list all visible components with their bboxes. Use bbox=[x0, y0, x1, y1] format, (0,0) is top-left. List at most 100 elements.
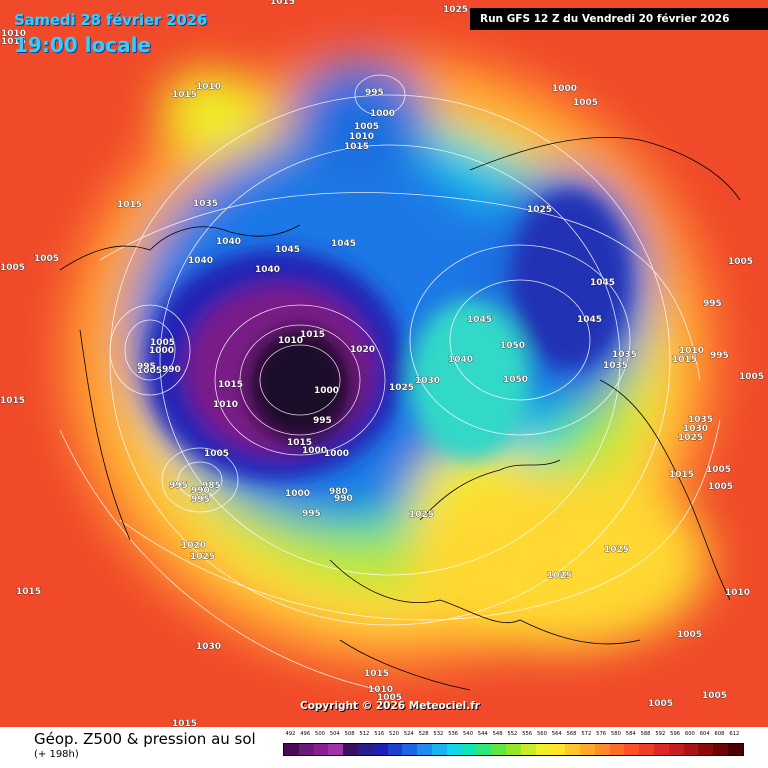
legend-swatch bbox=[609, 744, 625, 755]
legend-labels: 492 496 500 504 508 512 516 520 524 528 532 536 540 5… bbox=[283, 731, 744, 741]
isobar-label: 1015 bbox=[117, 200, 142, 210]
legend-swatch bbox=[535, 744, 551, 755]
isobar-label: 1000 bbox=[324, 449, 349, 459]
legend-swatch bbox=[594, 744, 610, 755]
footer: Géop. Z500 & pression au sol (+ 198h) 49… bbox=[0, 727, 768, 768]
isobar-label: 995 bbox=[710, 351, 729, 361]
isobar-label: 1000 bbox=[285, 489, 310, 499]
isobar-label: 1015 bbox=[300, 330, 325, 340]
isobar-label: 1050 bbox=[503, 375, 528, 385]
isobar-label: 1045 bbox=[590, 278, 615, 288]
legend-value: 604 bbox=[699, 731, 710, 737]
isobar-label: 1025 bbox=[678, 433, 703, 443]
isobar-label: 995 bbox=[191, 495, 210, 505]
legend-value: 500 bbox=[315, 731, 325, 737]
legend-swatch bbox=[698, 744, 714, 755]
isobar-label: 985 bbox=[202, 481, 221, 491]
isobar-label: 1050 bbox=[500, 341, 525, 351]
isobar-label: 995 bbox=[313, 416, 332, 426]
isobar-lines bbox=[59, 74, 721, 691]
parameter-title: Géop. Z500 & pression au sol bbox=[34, 730, 256, 748]
isobar-label: 1005 bbox=[648, 699, 673, 709]
legend-value: 572 bbox=[581, 731, 592, 737]
legend-swatch bbox=[298, 744, 314, 755]
isobar-label: 1005 bbox=[728, 257, 753, 267]
isobar-label: 995 bbox=[169, 481, 188, 491]
legend-value: 496 bbox=[300, 731, 311, 737]
isobar-label: 1010 bbox=[278, 336, 303, 346]
isobar-label: 995 bbox=[703, 299, 722, 309]
isobar-label: 1015 bbox=[344, 142, 369, 152]
isobar-label: 1030 bbox=[196, 642, 221, 652]
legend-swatch bbox=[491, 744, 506, 755]
legend-value: 588 bbox=[640, 731, 651, 737]
legend-value: 540 bbox=[463, 731, 473, 737]
lead-time: (+ 198h) bbox=[34, 749, 79, 760]
legend-value: 568 bbox=[566, 731, 577, 737]
isobar-label: 1025 bbox=[443, 5, 468, 15]
legend-swatch bbox=[387, 744, 403, 755]
copyright-text: Copyright © 2026 Meteociel.fr bbox=[300, 700, 480, 712]
isobar-label: 1005 bbox=[137, 366, 162, 376]
legend-value: 580 bbox=[610, 731, 621, 737]
legend-value: 612 bbox=[729, 731, 740, 737]
legend-swatch bbox=[313, 744, 329, 755]
isobar-label: 1035 bbox=[688, 415, 713, 425]
isobar-label: 1025 bbox=[409, 510, 434, 520]
isobar-label: 1015 bbox=[672, 355, 697, 365]
legend-value: 508 bbox=[344, 731, 355, 737]
isobar-label: 1010 bbox=[1, 29, 26, 39]
legend-value: 512 bbox=[359, 731, 370, 737]
legend-value: 548 bbox=[492, 731, 503, 737]
isobar-label: 1005 bbox=[204, 449, 229, 459]
legend-swatch bbox=[683, 744, 699, 755]
isobar-label: 1005 bbox=[708, 482, 733, 492]
coastlines bbox=[59, 137, 741, 691]
isobar-label: 1010 bbox=[349, 132, 374, 142]
isobar-label: 990 bbox=[334, 494, 353, 504]
isobar-label: 990 bbox=[162, 365, 181, 375]
legend-swatch bbox=[328, 744, 344, 755]
forecast-time: 19:00 locale bbox=[14, 33, 151, 57]
legend-value: 544 bbox=[477, 731, 488, 737]
legend-swatch bbox=[357, 744, 373, 755]
isobar-label: 1005 bbox=[0, 263, 25, 273]
isobar-label: 1010 bbox=[679, 346, 704, 356]
isobar-label: 1015 bbox=[669, 470, 694, 480]
legend-swatch bbox=[624, 744, 640, 755]
isobar-label: 1005 bbox=[150, 338, 175, 348]
isobar-label: 1040 bbox=[188, 256, 213, 266]
legend-swatch bbox=[653, 744, 669, 755]
isobar-label: 1045 bbox=[577, 315, 602, 325]
legend-swatch bbox=[372, 744, 388, 755]
legend-value: 536 bbox=[448, 731, 459, 737]
legend-value: 592 bbox=[655, 731, 666, 737]
isobar-label: 1035 bbox=[612, 350, 637, 360]
legend-value: 532 bbox=[433, 731, 444, 737]
isobar-label: 995 bbox=[302, 509, 321, 519]
geopotential-field: 1015 1015 1025 1010 1010 1015 995 1000 1… bbox=[0, 0, 768, 727]
isobar-label: 1035 bbox=[193, 199, 218, 209]
legend-swatch bbox=[505, 744, 521, 755]
isobar-label: 1000 bbox=[149, 346, 174, 356]
forecast-date: Samedi 28 février 2026 bbox=[14, 11, 208, 29]
legend-value: 560 bbox=[536, 731, 547, 737]
isobar-label: 1010 bbox=[725, 588, 750, 598]
isobar-label: 1000 bbox=[314, 386, 339, 396]
legend-value: 556 bbox=[522, 731, 533, 737]
isobar-label: 1015 bbox=[1, 37, 26, 47]
isobar-label: 1045 bbox=[467, 315, 492, 325]
isobar-label: 1015 bbox=[16, 587, 41, 597]
legend-bar bbox=[283, 743, 744, 756]
isobar-label: 995 bbox=[137, 362, 156, 372]
isobar-label: 1005 bbox=[702, 691, 727, 701]
isobar-label: 995 bbox=[365, 88, 384, 98]
legend-swatch bbox=[520, 744, 536, 755]
isobar-label: 1025 bbox=[547, 571, 572, 581]
isobar-label: 1045 bbox=[331, 239, 356, 249]
isobar-label: 980 bbox=[329, 487, 348, 497]
isobar-label: 1015 bbox=[364, 669, 389, 679]
isobar-label: 1000 bbox=[302, 446, 327, 456]
weather-map: 1015 1015 1025 1010 1010 1015 995 1000 1… bbox=[0, 0, 768, 727]
legend-swatch bbox=[713, 744, 728, 755]
